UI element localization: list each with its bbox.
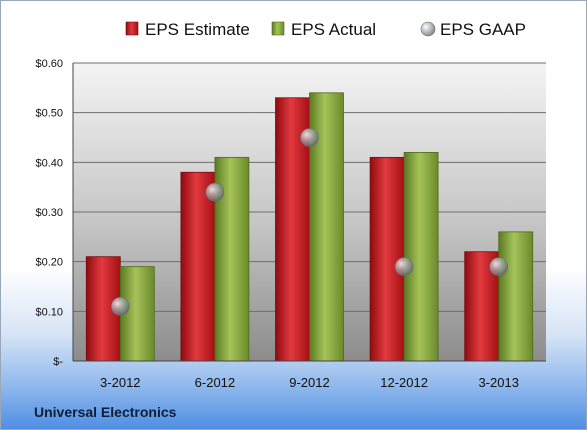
bar-eps-estimate [180, 171, 216, 362]
point-eps-gaap [394, 257, 414, 276]
x-tick-label: 3-2013 [478, 375, 518, 390]
point-eps-gaap [205, 182, 225, 202]
company-name: Universal Electronics [34, 404, 177, 420]
legend: EPS Estimate EPS Actual EPS GAAP [125, 20, 526, 39]
y-tick-label: $0.10 [35, 306, 63, 318]
legend-swatch [125, 21, 139, 36]
y-tick-label: $0.40 [35, 157, 63, 169]
bar-eps-actual [498, 231, 534, 362]
legend-label: EPS Actual [291, 20, 376, 39]
y-axis: $0.60 $0.50 $0.40 $0.30 $0.20 $0.10 $- [35, 58, 74, 368]
x-tick-label: 6-2012 [195, 375, 235, 390]
y-tick-label: $0.30 [35, 207, 63, 219]
y-tick-label: $- [53, 356, 63, 368]
legend-label: EPS GAAP [440, 20, 526, 39]
bar-eps-actual [119, 266, 155, 362]
x-tick-label: 12-2012 [380, 375, 428, 390]
x-tick-label: 9-2012 [289, 375, 329, 390]
y-tick-label: $0.20 [35, 257, 63, 269]
point-eps-gaap [111, 297, 130, 316]
x-tick-label: 3-2012 [100, 375, 140, 390]
gaap-points [111, 128, 509, 316]
x-axis: 3-2012 6-2012 9-2012 12-2012 3-2013 [73, 360, 546, 390]
y-tick-label: $0.60 [35, 58, 63, 70]
point-eps-gaap [300, 128, 319, 147]
legend-swatch [271, 21, 285, 36]
bar-eps-actual [403, 151, 439, 362]
legend-swatch [420, 21, 436, 37]
bar-eps-estimate [369, 156, 405, 362]
y-tick-label: $0.50 [35, 108, 63, 120]
point-eps-gaap [489, 257, 509, 276]
legend-label: EPS Estimate [145, 20, 250, 39]
